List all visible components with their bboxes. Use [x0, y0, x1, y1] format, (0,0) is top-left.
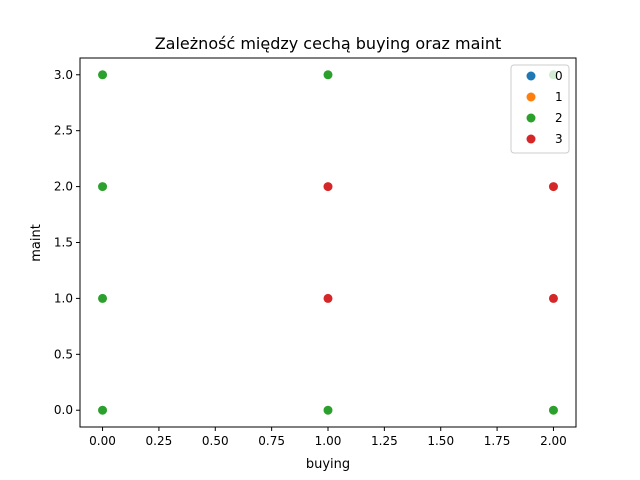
y-tick-label: 0.0: [54, 403, 73, 417]
y-tick-label: 2.5: [54, 124, 73, 138]
legend-label: 2: [555, 111, 563, 125]
data-point-series-2: [98, 405, 108, 415]
legend-marker: [526, 92, 536, 102]
legend-label: 1: [555, 90, 563, 104]
legend: 0 1 2 3: [510, 64, 570, 154]
x-tick-label: 1.25: [371, 434, 398, 448]
data-point-series-3: [323, 293, 333, 303]
data-point-series-2: [323, 405, 333, 415]
x-tick-label: 0.00: [89, 434, 116, 448]
x-axis: 0.00 0.25 0.50 0.75 1.00 1.25 1.50 1.75 2.00: [89, 427, 567, 448]
data-point-series-3: [323, 182, 333, 192]
plot-frame: [79, 57, 577, 428]
y-tick-label: 1.0: [54, 291, 73, 305]
x-tick-label: 0.50: [202, 434, 229, 448]
legend-label: 3: [555, 132, 563, 146]
data-point-series-2: [98, 70, 108, 80]
data-point-series-2: [548, 405, 558, 415]
x-tick-label: 0.25: [146, 434, 173, 448]
data-point-series-2: [98, 293, 108, 303]
legend-marker: [526, 113, 536, 123]
legend-box: [510, 64, 570, 154]
y-tick-label: 3.0: [54, 68, 73, 82]
legend-marker: [526, 134, 536, 144]
y-axis-label: maint: [29, 224, 44, 262]
y-tick-label: 0.5: [54, 347, 73, 361]
x-tick-label: 2.00: [540, 434, 567, 448]
x-tick-label: 0.75: [258, 434, 285, 448]
data-point-series-3: [548, 182, 558, 192]
y-tick-label: 2.0: [54, 180, 73, 194]
chart-title: Zależność między cechą buying oraz maint: [155, 34, 502, 53]
data-point-series-2: [98, 182, 108, 192]
legend-marker: [526, 71, 536, 81]
plot-area: [98, 70, 558, 415]
data-point-series-3: [548, 293, 558, 303]
y-tick-label: 1.5: [54, 236, 73, 250]
x-tick-label: 1.50: [427, 434, 454, 448]
x-tick-label: 1.00: [315, 434, 342, 448]
y-axis: 0.0 0.5 1.0 1.5 2.0 2.5 3.0: [54, 68, 80, 417]
x-tick-label: 1.75: [484, 434, 511, 448]
x-axis-label: buying: [306, 457, 350, 472]
legend-label: 0: [555, 69, 563, 83]
data-point-series-2: [323, 70, 333, 80]
